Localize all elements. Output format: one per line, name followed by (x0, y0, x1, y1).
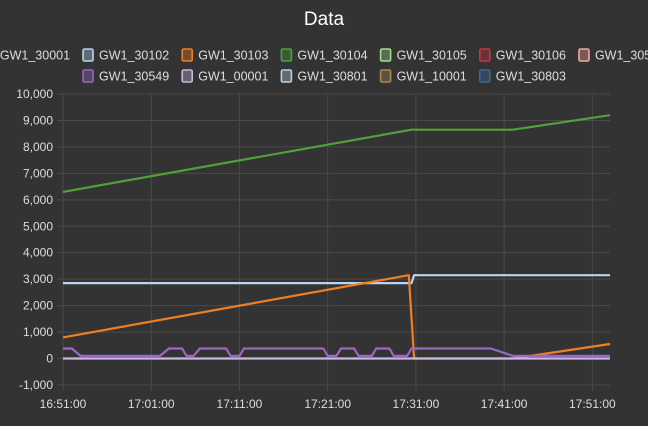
grid (57, 93, 610, 391)
legend-label: GW1_30103 (198, 49, 268, 63)
legend-item-gw1_30001[interactable]: GW1_30001 (0, 49, 70, 63)
legend-item-gw1_30105[interactable]: GW1_30105 (379, 48, 467, 63)
legend-item-gw1_30548[interactable]: GW1_30548 (578, 48, 648, 63)
legend-item-gw1_30549[interactable]: GW1_30549 (82, 69, 169, 84)
legend-label: GW1_10001 (397, 70, 467, 84)
legend-swatch (181, 69, 194, 83)
y-tick-label: 0 (46, 352, 53, 366)
series-line-gw1_30103 (62, 274, 611, 360)
legend-item-gw1_30102[interactable]: GW1_30102 (82, 48, 169, 63)
y-tick-label: 10,000 (16, 87, 53, 101)
legend-item-gw1_30104[interactable]: GW1_30104 (280, 48, 368, 63)
legend-swatch (82, 48, 94, 62)
series-line-gw1_30102 (63, 274, 610, 285)
legend-label: GW1_30801 (297, 70, 367, 84)
y-tick-label: 9,000 (23, 113, 53, 127)
x-tick-label: 17:31:00 (393, 397, 440, 411)
y-tick-label: -1,000 (19, 378, 53, 392)
y-tick-label: 3,000 (23, 272, 53, 286)
legend-item-gw1_30801[interactable]: GW1_30801 (280, 69, 368, 84)
chart-title: Data (303, 9, 345, 30)
legend-swatch (578, 48, 590, 62)
series-line-gw1_30549 (63, 347, 610, 357)
legend-swatch (280, 48, 293, 62)
x-tick-label: 17:51:00 (569, 397, 616, 411)
x-tick-label: 17:21:00 (304, 397, 351, 411)
y-tick-label: 8,000 (23, 140, 53, 154)
legend-item-gw1_30803[interactable]: GW1_30803 (478, 69, 566, 84)
legend-item-gw1_00001[interactable]: GW1_00001 (181, 69, 268, 84)
series-line-gw1_30104 (62, 114, 611, 193)
axes: -1,000 0 1,000 2,000 3,000 4,000 5,000 6,000 7,0… (16, 87, 616, 411)
legend-label: GW1_30549 (99, 70, 169, 84)
legend-swatch (478, 48, 491, 62)
y-tick-label: 5,000 (23, 219, 53, 233)
legend: GW1_30001 GW1_30102 GW1_30103 GW1_30104 GW1_… (0, 48, 648, 84)
y-tick-label: 4,000 (23, 246, 53, 260)
legend-label: GW1_00001 (198, 70, 268, 84)
legend-label: GW1_30001 (0, 49, 70, 63)
y-tick-label: 1,000 (23, 325, 53, 339)
legend-label: GW1_30105 (397, 49, 467, 63)
legend-swatch (379, 69, 392, 83)
x-tick-label: 17:11:00 (217, 397, 263, 411)
legend-item-gw1_10001[interactable]: GW1_10001 (379, 69, 467, 84)
legend-swatch (82, 69, 94, 83)
legend-swatch (478, 69, 491, 83)
legend-swatch (181, 48, 194, 62)
legend-swatch (280, 69, 293, 83)
y-tick-label: 2,000 (23, 299, 53, 313)
x-tick-label: 17:41:00 (481, 397, 528, 411)
legend-swatch (379, 48, 392, 62)
legend-label: GW1_30104 (297, 49, 367, 63)
x-tick-label: 16:51:00 (40, 397, 87, 411)
legend-label: GW1_30106 (496, 49, 566, 63)
y-tick-label: 6,000 (23, 193, 53, 207)
legend-item-gw1_30106[interactable]: GW1_30106 (478, 48, 566, 63)
y-tick-label: 7,000 (23, 166, 53, 180)
legend-label: GW1_30102 (99, 49, 169, 63)
x-tick-label: 17:01:00 (128, 397, 175, 411)
series-lines (62, 114, 611, 360)
legend-label: GW1_30548 (595, 49, 648, 63)
legend-item-gw1_30103[interactable]: GW1_30103 (181, 48, 268, 63)
legend-label: GW1_30803 (496, 70, 566, 84)
